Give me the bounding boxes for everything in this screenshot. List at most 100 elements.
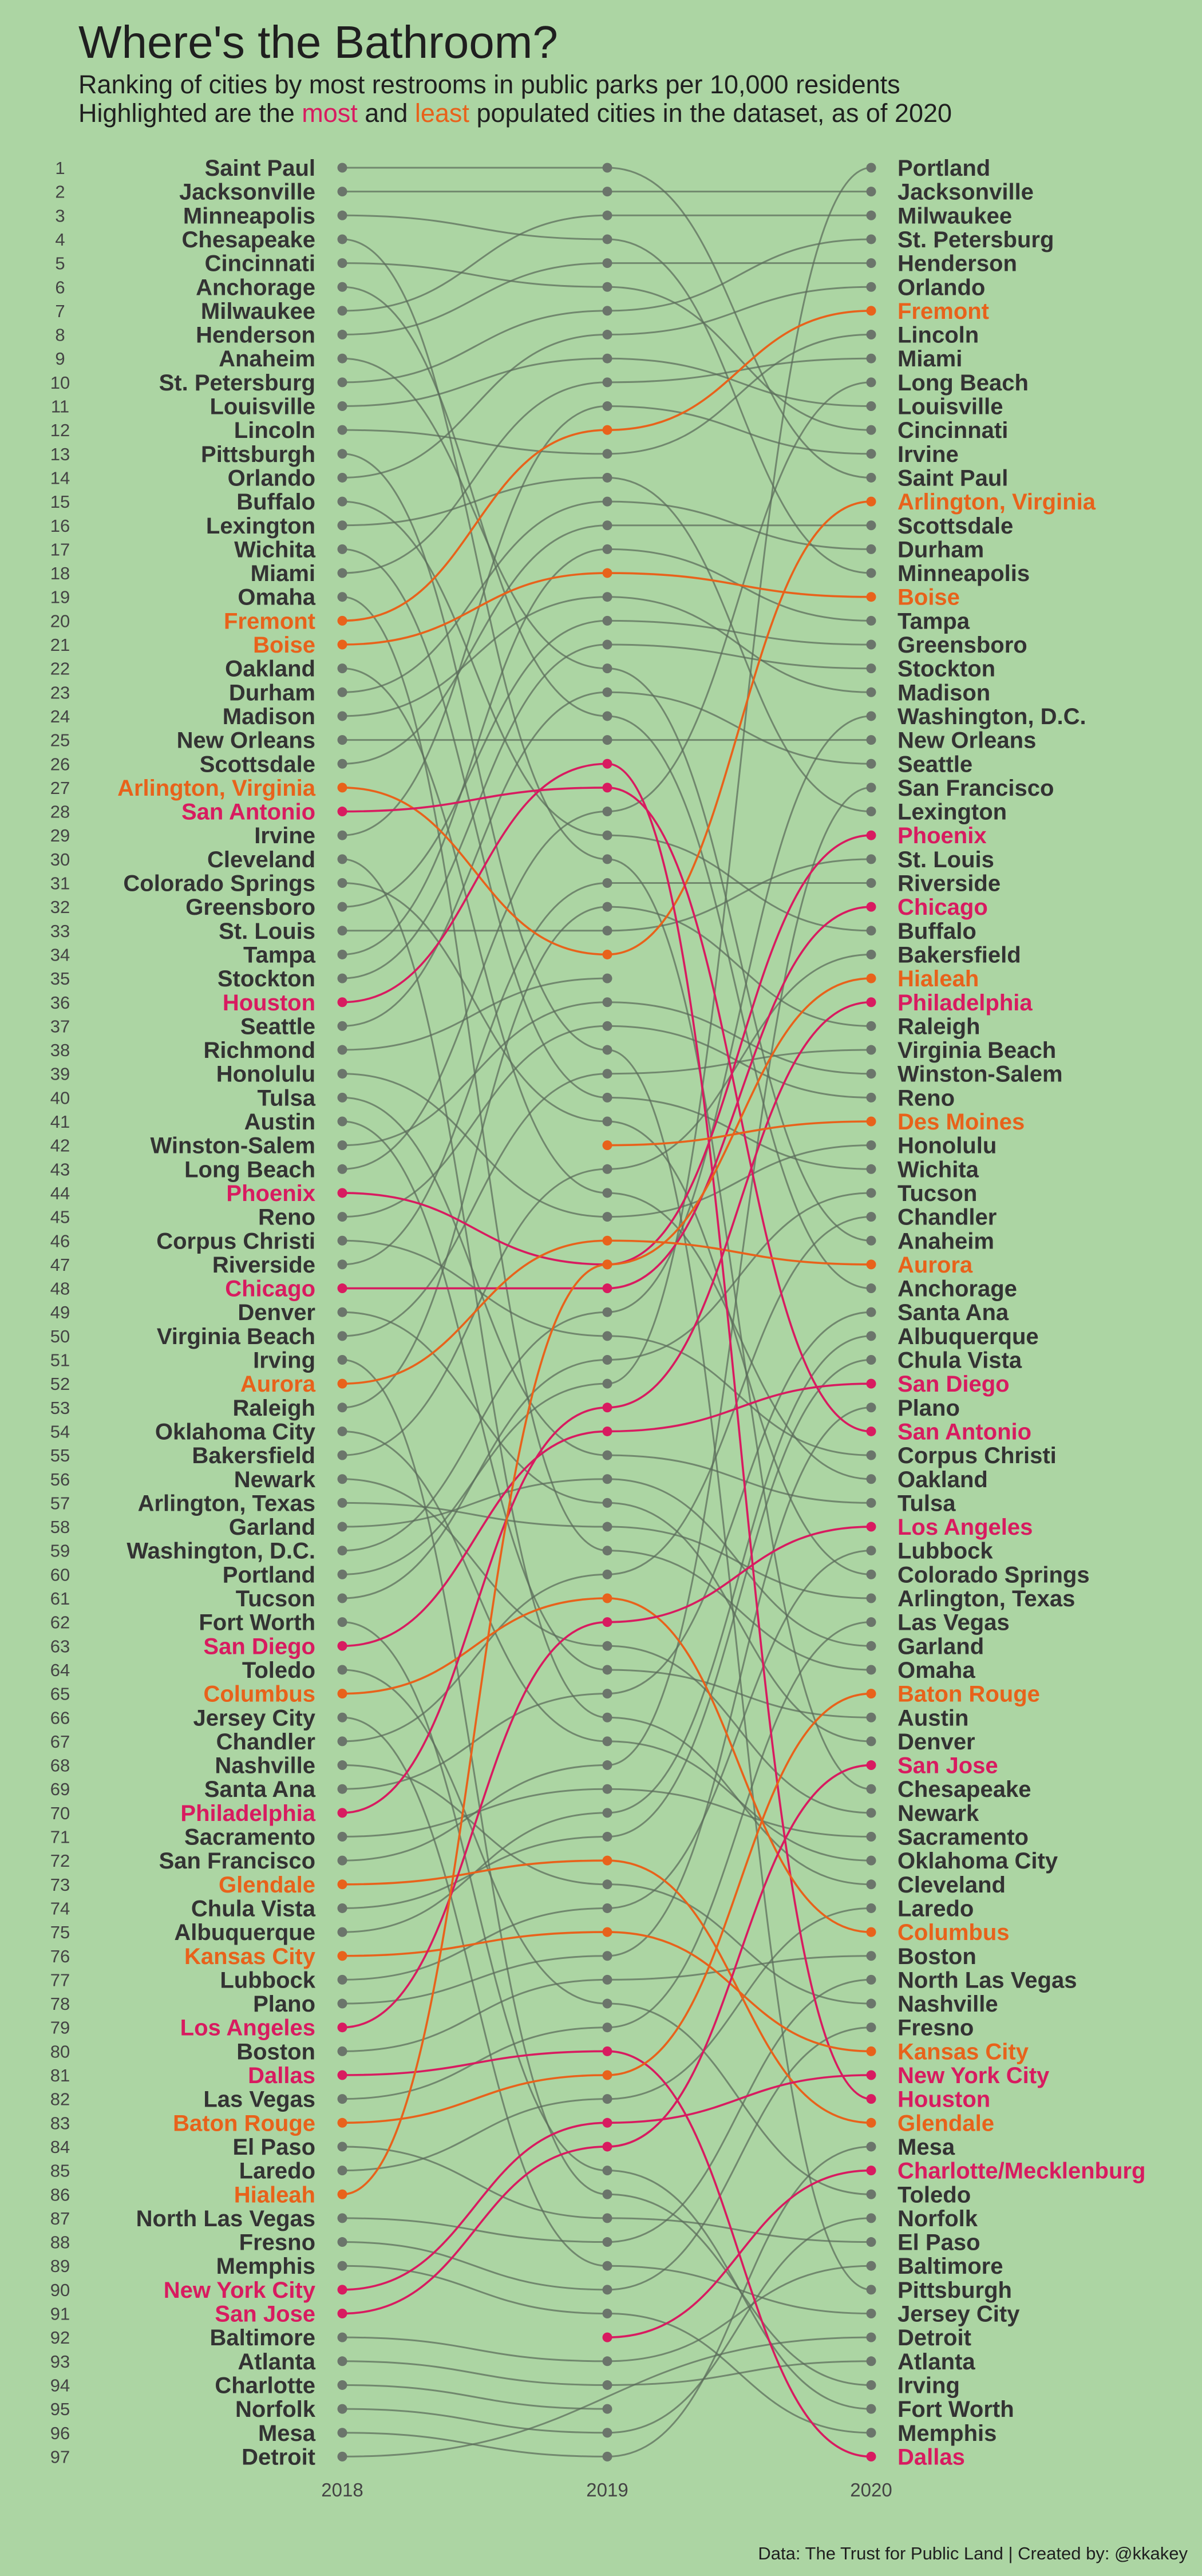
rank-label: 79 (50, 2018, 70, 2038)
point-cincinnati-2020 (866, 425, 876, 435)
point-columbus-2018 (337, 1689, 347, 1699)
city-label-2020-san-jose: San Jose (897, 1753, 998, 1779)
city-label-2018-kansas-city: Kansas City (184, 1944, 316, 1969)
city-label-2020-louisville: Louisville (897, 394, 1003, 420)
city-label-2020-omaha: Omaha (897, 1658, 975, 1683)
rank-label: 94 (50, 2375, 70, 2395)
rank-label: 63 (50, 1636, 70, 1656)
point-arlington-virginia-2018 (337, 783, 347, 793)
point-anaheim-2019 (602, 663, 612, 674)
series-line-aurora (342, 1239, 872, 1385)
rank-label: 18 (50, 563, 70, 583)
city-label-2020-long-beach: Long Beach (897, 370, 1029, 396)
point-riverside-2020 (866, 878, 876, 888)
city-label-2018-new-york-city: New York City (164, 2278, 316, 2303)
point-mesa-2020 (866, 2142, 876, 2152)
point-chicago-2018 (337, 1283, 347, 1294)
series-lines (342, 167, 872, 2458)
point-plano-2020 (866, 1402, 876, 1413)
series-line-des-moines (607, 1120, 872, 1147)
city-label-2020-boise: Boise (897, 585, 960, 610)
series-line-baton-rouge (342, 1692, 872, 2124)
point-toledo-2018 (337, 1665, 347, 1675)
point-scottsdale-2020 (866, 520, 876, 531)
rank-label: 70 (50, 1803, 70, 1823)
point-orlando-2020 (866, 282, 876, 292)
point-virginia-beach-2019 (602, 1069, 612, 1079)
point-chula-vista-2018 (337, 1903, 347, 1913)
point-garland-2019 (602, 1474, 612, 1484)
point-new-orleans-2019 (602, 735, 612, 745)
series-line-pittsburgh (342, 453, 872, 2291)
city-label-2018-chicago: Chicago (225, 1277, 315, 1302)
point-minneapolis-2018 (337, 210, 347, 220)
city-label-2018-new-orleans: New Orleans (177, 728, 315, 753)
rank-label: 57 (50, 1493, 70, 1513)
point-phoenix-2018 (337, 1188, 347, 1198)
rank-label: 24 (50, 706, 70, 726)
city-label-2018-toledo: Toledo (242, 1658, 315, 1683)
rank-label: 58 (50, 1517, 70, 1537)
point-cincinnati-2019 (602, 282, 612, 292)
point-madison-2020 (866, 687, 876, 697)
rank-label: 31 (50, 874, 70, 894)
series-line-el-paso (342, 2146, 872, 2243)
point-arlington-virginia-2020 (866, 496, 876, 507)
point-fort-worth-2019 (602, 2166, 612, 2176)
city-label-2020-honolulu: Honolulu (897, 1133, 997, 1159)
rank-label: 38 (50, 1040, 70, 1060)
city-label-2020-sacramento: Sacramento (897, 1825, 1029, 1850)
point-seattle-2020 (866, 758, 876, 769)
city-label-2020-winston-salem: Winston-Salem (897, 1062, 1063, 1087)
point-irvine-2019 (602, 401, 612, 411)
rank-label: 62 (50, 1613, 70, 1633)
rank-label: 45 (50, 1207, 70, 1227)
point-glendale-2018 (337, 1879, 347, 1890)
city-label-2018-aurora: Aurora (240, 1372, 316, 1397)
point-long-beach-2020 (866, 377, 876, 388)
city-label-2018-lincoln: Lincoln (234, 418, 315, 443)
city-label-2018-san-diego: San Diego (203, 1634, 315, 1659)
city-label-2020-tulsa: Tulsa (897, 1491, 956, 1516)
city-label-2020-colorado-springs: Colorado Springs (897, 1562, 1090, 1587)
city-label-2018-tampa: Tampa (243, 942, 316, 967)
series-line-san-antonio (342, 787, 872, 1433)
rank-label: 1 (55, 158, 65, 178)
city-label-2018-scottsdale: Scottsdale (200, 752, 315, 777)
point-toledo-2020 (866, 2189, 876, 2199)
city-label-2018-memphis: Memphis (216, 2254, 315, 2279)
point-glendale-2020 (866, 2117, 876, 2128)
city-label-2018-baltimore: Baltimore (210, 2325, 316, 2350)
point-north-las-vegas-2018 (337, 2213, 347, 2223)
rank-label: 69 (50, 1779, 70, 1799)
city-label-2020-fresno: Fresno (897, 2016, 974, 2041)
point-st-louis-2019 (602, 926, 612, 936)
series-line-north-las-vegas (342, 1978, 872, 2243)
series-line-kansas-city (342, 1931, 872, 2053)
point-fort-worth-2020 (866, 2404, 876, 2414)
series-line-boston (342, 1955, 872, 2052)
series-line-jersey-city (342, 1716, 872, 2314)
series-line-colorado-springs (342, 882, 872, 1575)
rank-label: 3 (55, 206, 65, 226)
point-anchorage-2020 (866, 1283, 876, 1294)
point-austin-2019 (602, 1665, 612, 1675)
point-garland-2018 (337, 1522, 347, 1532)
city-label-2018-fresno: Fresno (239, 2230, 315, 2255)
point-nashville-2018 (337, 1760, 347, 1771)
point-santa-ana-2018 (337, 1784, 347, 1794)
rank-label: 96 (50, 2423, 70, 2443)
point-tucson-2020 (866, 1188, 876, 1198)
point-hialeah-2018 (337, 2189, 347, 2199)
series-line-atlanta (342, 2360, 872, 2386)
point-anchorage-2018 (337, 282, 347, 292)
rank-label: 37 (50, 1016, 70, 1036)
rank-label: 90 (50, 2280, 70, 2300)
city-label-2018-mesa: Mesa (258, 2421, 316, 2446)
city-label-2018-greensboro: Greensboro (185, 895, 315, 920)
city-label-2020-houston: Houston (897, 2087, 990, 2112)
rank-label: 86 (50, 2184, 70, 2204)
city-label-2018-colorado-springs: Colorado Springs (123, 871, 315, 896)
point-cleveland-2019 (602, 1712, 612, 1722)
city-label-2018-oklahoma-city: Oklahoma City (155, 1419, 316, 1444)
